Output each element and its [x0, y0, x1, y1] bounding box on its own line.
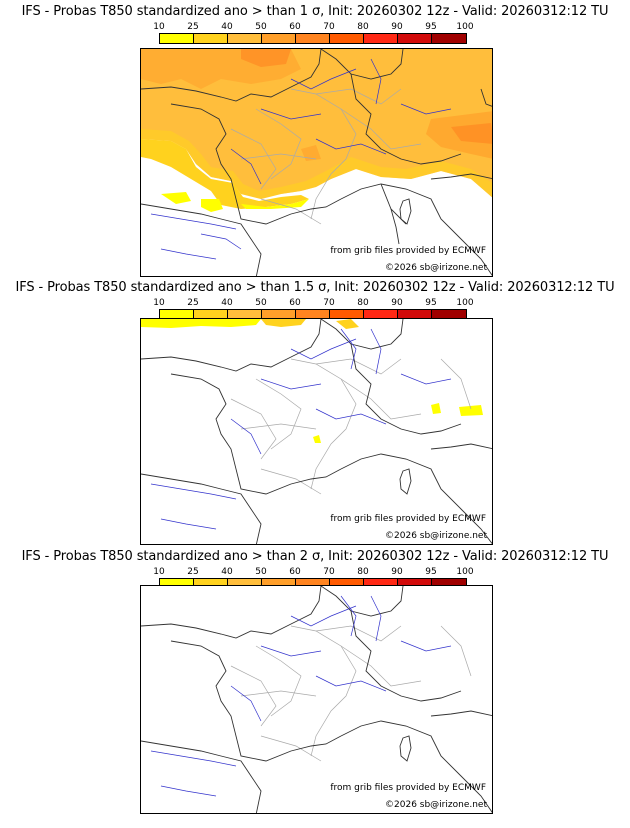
colorbar-swatch	[262, 579, 296, 588]
colorbar-swatch	[160, 34, 194, 43]
map-graphic	[141, 586, 492, 813]
map-graphic	[141, 49, 492, 276]
colorbar-label: 10	[153, 298, 165, 308]
colorbar-swatch	[262, 310, 296, 319]
colorbar	[159, 33, 467, 44]
colorbar-labels: 10 25 40 50 60 70 80 90 95 100	[142, 22, 478, 32]
colorbar-swatch	[228, 34, 262, 43]
data-source-credit: from grib files provided by ECMWF	[330, 783, 486, 793]
colorbar-label: 90	[391, 567, 403, 577]
colorbar-label: 100	[456, 22, 474, 32]
colorbar-label: 95	[425, 567, 437, 577]
colorbar-swatch	[398, 310, 432, 319]
probability-map: from grib files provided by ECMWF ©2026 …	[140, 585, 493, 814]
colorbar-swatch	[432, 34, 466, 43]
probability-map: from grib files provided by ECMWF ©2026 …	[140, 318, 493, 545]
colorbar-swatch	[194, 34, 228, 43]
colorbar-label: 70	[323, 22, 335, 32]
colorbar-label: 60	[289, 22, 301, 32]
colorbar-swatch	[262, 34, 296, 43]
colorbar-swatch	[432, 310, 466, 319]
colorbar-label: 10	[153, 22, 165, 32]
colorbar-label: 50	[255, 298, 267, 308]
panel-1-5-sigma: IFS - Probas T850 standardized ano > tha…	[0, 276, 630, 552]
colorbar-label: 90	[391, 298, 403, 308]
colorbar-label: 100	[456, 298, 474, 308]
copyright-credit: ©2026 sb@irizone.net	[385, 531, 487, 541]
data-source-credit: from grib files provided by ECMWF	[330, 514, 486, 524]
colorbar-swatch	[296, 310, 330, 319]
copyright-credit: ©2026 sb@irizone.net	[385, 263, 487, 273]
colorbar-label: 95	[425, 22, 437, 32]
colorbar-swatch	[160, 310, 194, 319]
colorbar-label: 80	[357, 567, 369, 577]
colorbar-swatch	[364, 34, 398, 43]
colorbar-swatch	[398, 34, 432, 43]
colorbar-swatch	[228, 310, 262, 319]
colorbar-label: 60	[289, 298, 301, 308]
copyright-credit: ©2026 sb@irizone.net	[385, 800, 487, 810]
colorbar-swatch	[398, 579, 432, 588]
colorbar-label: 25	[187, 22, 199, 32]
colorbar-swatch	[364, 579, 398, 588]
colorbar-swatch	[194, 310, 228, 319]
colorbar-label: 50	[255, 567, 267, 577]
colorbar-swatch	[330, 579, 364, 588]
panel-1-sigma: IFS - Probas T850 standardized ano > tha…	[0, 0, 630, 277]
colorbar-swatch	[160, 579, 194, 588]
colorbar-label: 90	[391, 22, 403, 32]
colorbar-label: 40	[221, 22, 233, 32]
colorbar-label: 95	[425, 298, 437, 308]
panel-title: IFS - Probas T850 standardized ano > tha…	[15, 280, 615, 295]
colorbar-swatch	[432, 579, 466, 588]
probability-map: from grib files provided by ECMWF ©2026 …	[140, 48, 493, 277]
panel-2-sigma: IFS - Probas T850 standardized ano > tha…	[0, 545, 630, 821]
panel-title: IFS - Probas T850 standardized ano > tha…	[21, 549, 609, 564]
colorbar-label: 70	[323, 298, 335, 308]
colorbar-label: 80	[357, 298, 369, 308]
colorbar-swatch	[194, 579, 228, 588]
colorbar-label: 25	[187, 567, 199, 577]
colorbar-label: 25	[187, 298, 199, 308]
colorbar-swatch	[330, 34, 364, 43]
colorbar-label: 70	[323, 567, 335, 577]
colorbar-swatch	[330, 310, 364, 319]
colorbar-swatch	[228, 579, 262, 588]
colorbar-label: 40	[221, 567, 233, 577]
map-graphic	[141, 319, 492, 544]
colorbar-swatch	[364, 310, 398, 319]
colorbar-labels: 10 25 40 50 60 70 80 90 95 100	[142, 298, 478, 308]
colorbar-label: 40	[221, 298, 233, 308]
colorbar-label: 10	[153, 567, 165, 577]
colorbar-label: 60	[289, 567, 301, 577]
data-source-credit: from grib files provided by ECMWF	[330, 246, 486, 256]
panel-title: IFS - Probas T850 standardized ano > tha…	[21, 4, 609, 19]
colorbar-label: 50	[255, 22, 267, 32]
colorbar-swatch	[296, 34, 330, 43]
colorbar-label: 100	[456, 567, 474, 577]
colorbar-label: 80	[357, 22, 369, 32]
colorbar-swatch	[296, 579, 330, 588]
colorbar-labels: 10 25 40 50 60 70 80 90 95 100	[142, 567, 478, 577]
